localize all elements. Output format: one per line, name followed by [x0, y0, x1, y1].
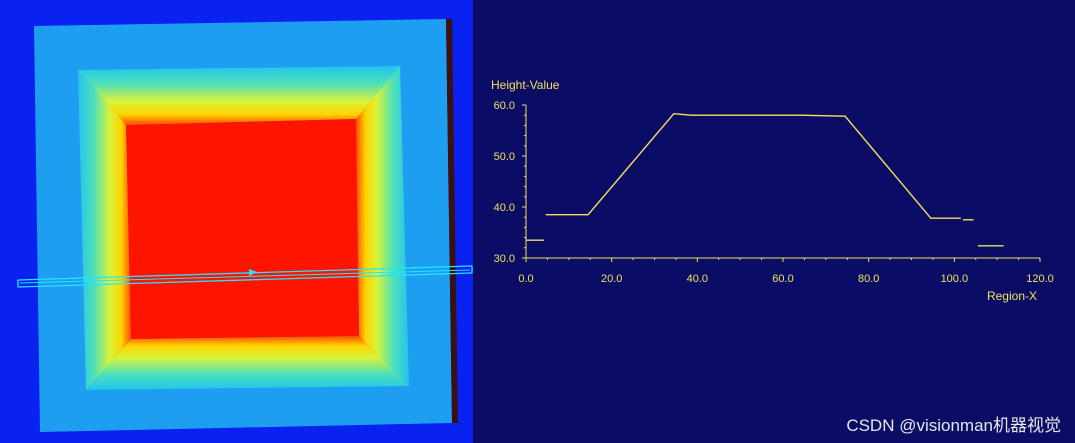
- profile-chart: 0.0 20.0 40.0 60.0 80.0 100.0 120.0 30.0 40.0 50…: [491, 78, 1054, 303]
- x-axis-ticks: 0.0 20.0 40.0 60.0 80.0 100.0 120.0: [518, 258, 1054, 285]
- x-tick-label: 60.0: [772, 273, 793, 285]
- profile-direction-arrow-icon: [249, 269, 257, 276]
- x-tick-label: 100.0: [941, 273, 969, 285]
- profile-chart-panel: 0.0 20.0 40.0 60.0 80.0 100.0 120.0 30.0 40.0 50…: [473, 0, 1075, 443]
- x-axis-title: Region-X: [987, 289, 1037, 303]
- chart-axes: [525, 105, 1040, 259]
- x-tick-label: 20.0: [601, 273, 622, 285]
- y-axis-title: Height-Value: [491, 78, 560, 92]
- height-map-panel: [0, 0, 473, 443]
- y-tick-label: 30.0: [494, 253, 515, 265]
- profile-line-segment: [545, 112, 961, 219]
- y-tick-label: 60.0: [494, 100, 515, 112]
- height-map-image: [17, 19, 473, 432]
- x-tick-label: 0.0: [518, 273, 533, 285]
- watermark: CSDN @visionman机器视觉: [846, 416, 1061, 435]
- bevel-bottom: [86, 336, 409, 390]
- profile-line[interactable]: [17, 265, 473, 288]
- bevel-left: [78, 70, 131, 390]
- bevel-top: [78, 66, 400, 125]
- y-tick-label: 40.0: [494, 202, 515, 214]
- x-tick-label: 120.0: [1026, 273, 1054, 285]
- bevel-right: [356, 66, 409, 386]
- y-tick-label: 50.0: [494, 151, 515, 163]
- y-axis-ticks: 30.0 40.0 50.0 60.0: [494, 100, 526, 265]
- base-plate-shadow: [446, 19, 458, 423]
- flat-top: [126, 119, 359, 339]
- x-tick-label: 40.0: [687, 273, 708, 285]
- x-tick-label: 80.0: [858, 273, 879, 285]
- profile-series: [526, 112, 1004, 247]
